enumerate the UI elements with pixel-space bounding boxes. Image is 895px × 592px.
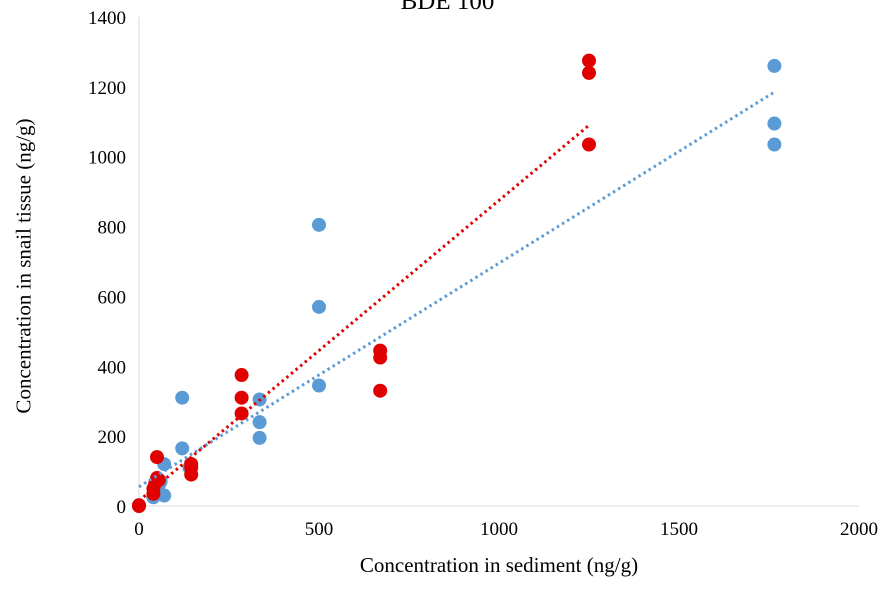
trendline-series-1 (138, 90, 776, 489)
data-point-series-2 (582, 53, 596, 68)
x-tick-label: 1500 (660, 519, 698, 540)
data-point-series-2 (582, 137, 596, 152)
y-tick-label: 1400 (88, 8, 126, 29)
x-tick-label: 0 (134, 519, 144, 540)
x-tick-label: 500 (305, 519, 334, 540)
x-tick-label: 1000 (480, 519, 518, 540)
y-tick-label: 1000 (88, 148, 126, 169)
data-point-series-2 (234, 368, 249, 383)
data-point-series-1 (252, 415, 267, 430)
data-point-series-1 (767, 58, 782, 73)
data-point-series-1 (312, 217, 326, 232)
data-point-series-1 (175, 390, 190, 405)
x-axis-label: Concentration in sediment (ng/g) (359, 553, 639, 577)
trendline-series-2 (138, 124, 590, 502)
chart-title: BDE 100 (400, 0, 495, 15)
y-tick-label: 400 (98, 357, 127, 378)
data-point-series-1 (767, 116, 782, 131)
data-point-series-2 (234, 390, 249, 405)
data-point-series-2 (373, 350, 388, 365)
data-point-series-1 (175, 441, 190, 456)
data-point-series-2 (132, 498, 146, 513)
x-tick-label: 2000 (840, 519, 878, 540)
y-tick-label: 600 (98, 287, 127, 308)
y-tick-label: 200 (98, 427, 127, 448)
y-tick-label: 800 (98, 218, 127, 239)
data-point-series-2 (150, 450, 164, 465)
data-point-series-2 (373, 383, 388, 398)
data-point-series-1 (157, 488, 172, 503)
y-axis-label: Concentration in snail tissue (ng/g) (11, 118, 36, 414)
data-point-series-2 (184, 460, 199, 475)
data-point-series-2 (582, 65, 596, 80)
data-point-series-1 (767, 137, 782, 152)
y-tick-label: 1200 (88, 78, 126, 99)
data-point-series-1 (252, 430, 267, 445)
y-tick-label: 0 (117, 497, 127, 518)
data-point-series-1 (312, 378, 326, 393)
data-point-series-1 (312, 299, 326, 314)
data-point-series-2 (234, 406, 249, 421)
